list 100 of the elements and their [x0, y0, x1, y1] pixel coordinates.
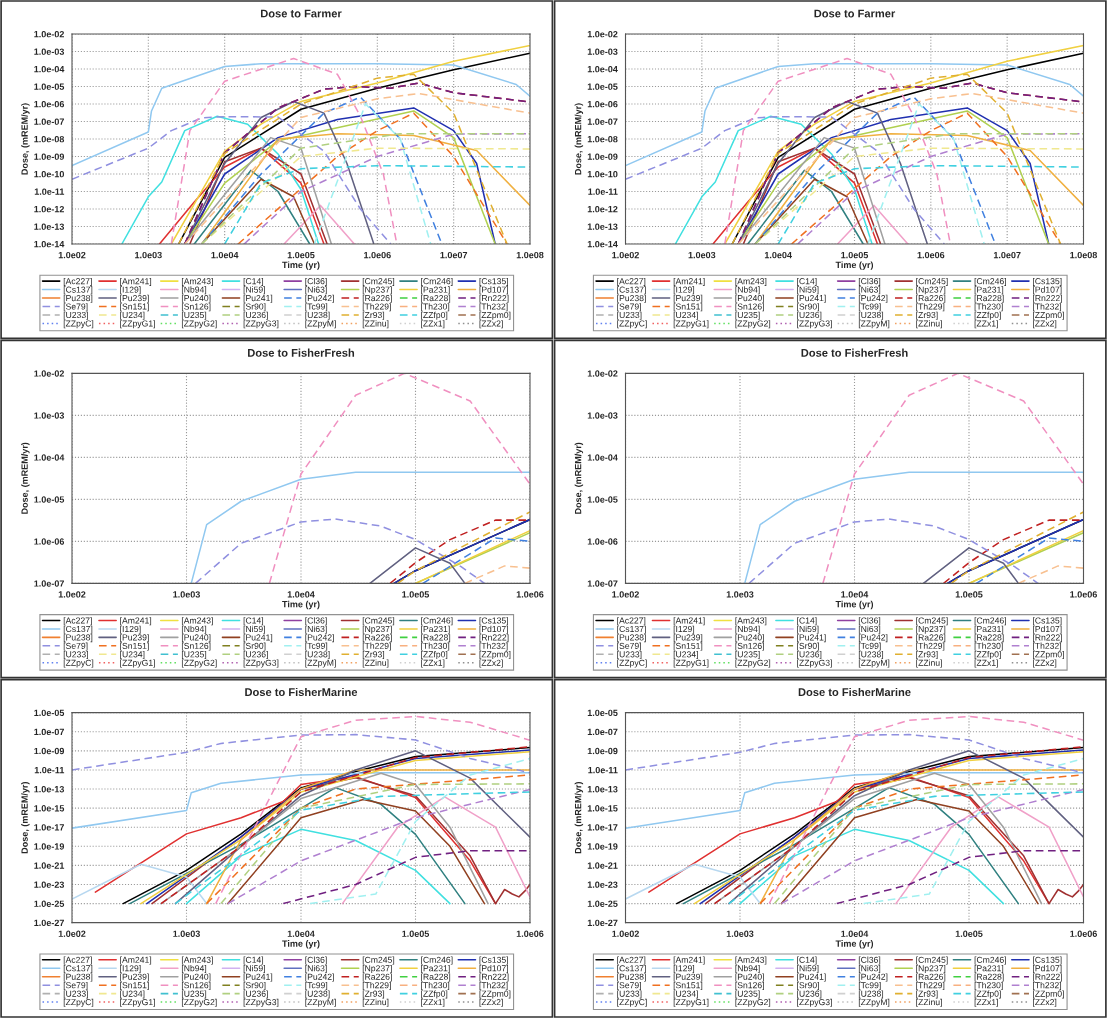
- y-tick-label: 1.0e-11: [34, 766, 65, 774]
- legend-label: [Ac227]: [617, 617, 646, 626]
- legend-label: [Cm245]: [362, 617, 395, 626]
- legend-label: [Pu242]: [858, 973, 888, 982]
- legend-label: [Pu238]: [63, 973, 93, 982]
- y-tick-label: 1.0e-13: [34, 786, 65, 793]
- legend-label: [ZZpyG2]: [735, 320, 771, 329]
- legend-label: [Ni63]: [858, 965, 881, 974]
- legend-label: [Pa231]: [974, 625, 1004, 634]
- y-tick-label: 1.0e-06: [34, 100, 65, 108]
- x-tick-label: 1.0e06: [516, 930, 544, 937]
- legend-label: [ZZpyM]: [305, 320, 336, 329]
- legend-label: [Zr93]: [362, 990, 385, 999]
- legend-label: [I129]: [120, 625, 141, 634]
- x-tick-label: 1.0e02: [612, 930, 639, 937]
- y-tick-label: 1.0e-05: [34, 709, 65, 717]
- legend-label: [Pd107]: [479, 625, 509, 634]
- legend-label: [U233]: [63, 990, 88, 999]
- legend-label: [Ac227]: [617, 277, 646, 286]
- legend-label: [Cs137]: [617, 625, 646, 634]
- legend-label: [ZZfp0]: [421, 651, 448, 660]
- x-tick-label: 1.0e05: [955, 930, 983, 937]
- y-axis-title: Dose, (mREM/yr): [574, 103, 584, 175]
- legend-label: [Cl36]: [305, 956, 327, 965]
- legend-label: [ZZx1]: [421, 998, 445, 1007]
- legend-label: [Am241]: [673, 617, 705, 626]
- legend-label: [Am243]: [181, 617, 213, 626]
- legend-label: [ZZpyC]: [63, 320, 94, 329]
- legend-label: [ZZpyC]: [63, 998, 94, 1007]
- y-tick-label: 1.0e-07: [587, 580, 618, 587]
- legend-label: [ZZpyG1]: [120, 998, 155, 1007]
- x-tick-label: 1.0e05: [955, 591, 983, 598]
- y-tick-label: 1.0e-06: [34, 538, 65, 545]
- legend-label: [Pa231]: [974, 965, 1004, 974]
- legend-label: [U235]: [181, 990, 207, 999]
- legend-label: [C14]: [797, 617, 817, 626]
- legend-label: [Am241]: [120, 617, 152, 626]
- x-tick-label: 1.0e07: [440, 251, 468, 259]
- legend-label: [ZZpyM]: [305, 659, 336, 668]
- y-axis-title: Dose, (mREM/yr): [574, 442, 584, 514]
- legend-label: [U233]: [617, 311, 642, 320]
- legend-label: [Am241]: [120, 956, 152, 965]
- legend-label: [U233]: [63, 311, 88, 320]
- chart-title: Dose to Farmer: [814, 9, 896, 18]
- legend-label: [Th230]: [974, 303, 1003, 312]
- legend-label: [Sn126]: [181, 642, 211, 651]
- legend-label: [ZZpyG2]: [181, 320, 217, 329]
- legend-label: [Am243]: [181, 956, 213, 965]
- legend-label: [U236]: [243, 990, 268, 999]
- legend-label: [U234]: [120, 311, 145, 320]
- legend-label: [Ac227]: [63, 956, 92, 965]
- legend-label: [Cl36]: [858, 956, 881, 965]
- y-axis-title: Dose, (mREM/yr): [21, 782, 30, 854]
- y-tick-label: 1.0e-05: [34, 496, 65, 503]
- y-tick-label: 1.0e-17: [34, 824, 64, 831]
- legend-label: [Cm245]: [916, 617, 948, 626]
- legend-label: [Rn222]: [1033, 634, 1062, 643]
- legend-label: [ZZpyG3]: [797, 998, 832, 1007]
- legend-label: [U238]: [858, 990, 884, 999]
- legend-label: [Np237]: [362, 965, 392, 974]
- legend-label: [Pu242]: [858, 634, 888, 643]
- legend-label: [U236]: [797, 651, 822, 660]
- legend-label: [Sr90]: [243, 303, 266, 312]
- x-tick-label: 1.0e04: [841, 591, 869, 598]
- legend-label: [Cm246]: [421, 277, 453, 286]
- legend-label: [ZZfp0]: [421, 990, 448, 999]
- legend-label: [ZZpyG3]: [797, 320, 832, 329]
- legend-label: [ZZpyG1]: [673, 998, 709, 1007]
- y-tick-label: 1.0e-06: [587, 100, 618, 108]
- legend-label: [Sr90]: [797, 642, 819, 651]
- legend-label: [Th229]: [916, 303, 945, 312]
- legend-label: [Ni59]: [797, 965, 819, 974]
- y-tick-label: 1.0e-09: [34, 747, 65, 755]
- legend-label: [Se79]: [617, 642, 641, 651]
- y-tick-label: 1.0e-21: [34, 862, 65, 869]
- legend-label: [Tc99]: [305, 981, 328, 990]
- legend-label: [Se79]: [63, 981, 88, 990]
- legend-label: [Ra226]: [362, 973, 392, 982]
- legend-label: [Th229]: [916, 981, 945, 990]
- legend-label: [ZZpyG3]: [797, 659, 832, 668]
- legend-label: [ZZx1]: [974, 998, 998, 1007]
- y-tick-label: 1.0e-15: [34, 805, 65, 812]
- legend-label: [U236]: [243, 311, 268, 320]
- legend-label: [Tc99]: [858, 981, 881, 990]
- legend-label: [Tc99]: [305, 642, 328, 651]
- legend-label: [Zr93]: [362, 651, 385, 660]
- legend-label: [Sr90]: [243, 981, 266, 990]
- x-axis-title: Time (yr): [835, 600, 874, 610]
- legend-label: [Ni63]: [858, 625, 881, 634]
- y-tick-label: 1.0e-07: [34, 118, 64, 125]
- legend-label: [U233]: [617, 990, 642, 999]
- legend-label: [Pu242]: [858, 294, 888, 303]
- y-tick-label: 1.0e-05: [587, 496, 618, 503]
- legend-label: [ZZpyG2]: [735, 998, 771, 1007]
- legend-label: [Pu241]: [243, 294, 273, 303]
- legend-label: [ZZpyG2]: [181, 659, 217, 668]
- legend-label: [ZZx2]: [479, 320, 503, 329]
- legend-label: [Th232]: [479, 981, 508, 990]
- legend-label: [Sr90]: [797, 981, 819, 990]
- legend-label: [U234]: [120, 990, 145, 999]
